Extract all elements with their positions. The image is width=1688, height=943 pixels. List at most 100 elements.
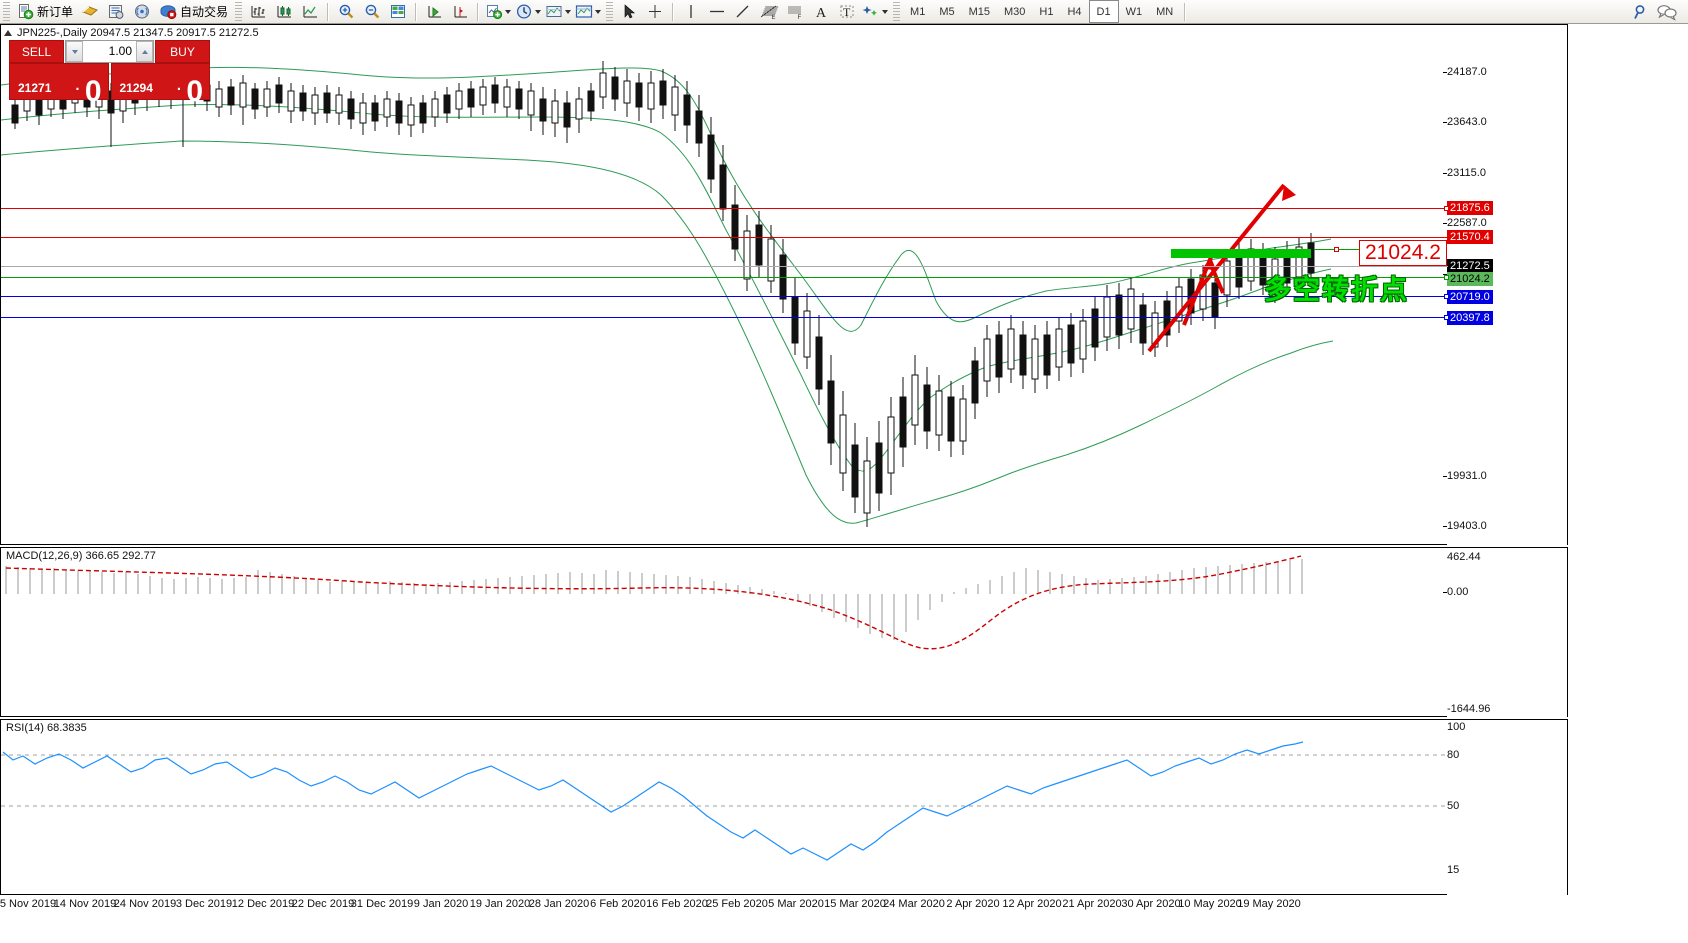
data-window-icon[interactable] [103, 1, 129, 22]
rsi-plot [1, 741, 1448, 861]
vline-icon[interactable] [678, 1, 704, 22]
level-line-21570[interactable] [1, 237, 1448, 238]
templates-icon[interactable] [543, 1, 573, 22]
chart-area[interactable]: 21024.2 多空转折点 24187.0 23643.0 23115.0 22… [0, 24, 1568, 943]
cursor-icon[interactable] [616, 1, 642, 22]
bar-chart-icon[interactable] [245, 1, 271, 22]
search-icon[interactable] [1628, 1, 1654, 22]
buy-price-box[interactable]: 21294 . 0 [110, 63, 210, 107]
price-tick: 19931.0 [1447, 470, 1487, 482]
timeframe-mn[interactable]: MN [1156, 5, 1174, 18]
channel-icon[interactable]: F [782, 1, 808, 22]
buy-price-dot: . [176, 77, 181, 94]
timeframe-m30[interactable]: M30 [1004, 5, 1026, 18]
price-annotation-box[interactable]: 21024.2 [1359, 240, 1447, 266]
timeframe-d1[interactable]: D1 [1088, 0, 1119, 23]
toolbar-grip-3[interactable] [606, 2, 614, 21]
hline-icon[interactable] [704, 1, 730, 22]
one-click-trading-panel[interactable]: SELL 1.00 BUY 21271 . 0 21294 . 0 [9, 40, 210, 107]
zoom-in-icon[interactable] [333, 1, 359, 22]
label-icon[interactable]: T [834, 1, 860, 22]
level-anchor-20397[interactable] [1444, 315, 1449, 320]
shapes-icon[interactable] [860, 1, 890, 22]
fibo-icon[interactable]: E [756, 1, 782, 22]
timeframe-m15[interactable]: M15 [968, 5, 990, 18]
price-label-20397[interactable]: 20397.8 [1447, 311, 1493, 325]
crosshair-icon[interactable] [642, 1, 668, 22]
level-line-21272[interactable] [1, 266, 1448, 267]
price-tick: 23115.0 [1447, 167, 1486, 179]
timeframe-m1[interactable]: M1 [910, 5, 926, 18]
level-anchor-21024[interactable] [1444, 275, 1449, 280]
level-line-20397[interactable] [1, 317, 1448, 318]
volume-decrease-button[interactable] [66, 41, 83, 62]
macd-plot [5, 555, 1303, 650]
macd-tick: -1644.96 [1447, 703, 1491, 715]
text-icon[interactable]: A [808, 1, 834, 22]
level-line-21024[interactable] [1, 277, 1448, 278]
candlestick-chart-icon[interactable] [271, 1, 297, 22]
volume-increase-button[interactable] [136, 41, 153, 62]
grid-icon[interactable] [385, 1, 411, 22]
toolbar-grip-2[interactable] [235, 2, 243, 21]
toolbar-separator-4 [672, 2, 675, 21]
time-tick: 9 Jan 2020 [413, 898, 469, 910]
add-indicator-icon[interactable] [483, 1, 513, 22]
level-anchor-20719[interactable] [1444, 294, 1449, 299]
svg-text:A: A [816, 6, 827, 20]
templates-icon-2[interactable] [573, 1, 603, 22]
timeframe-w1[interactable]: W1 [1125, 5, 1143, 18]
new-order-button[interactable]: 新订单 [13, 1, 77, 22]
chevron-down-icon[interactable] [565, 9, 572, 14]
chevron-down-icon[interactable] [505, 9, 512, 14]
auto-scroll-icon[interactable] [421, 1, 447, 22]
chinese-annotation[interactable]: 多空转折点 [1264, 275, 1409, 306]
timeframe-h4[interactable]: H4 [1067, 5, 1082, 18]
time-tick: 21 Apr 2020 [1062, 898, 1122, 910]
period-icon[interactable] [513, 1, 543, 22]
collapse-icon[interactable] [4, 30, 12, 36]
timeframe-m5[interactable]: M5 [939, 5, 955, 18]
chevron-down-icon[interactable] [535, 9, 542, 14]
volume-stepper[interactable]: 1.00 [65, 40, 154, 63]
autotrading-label: 自动交易 [180, 5, 229, 19]
svg-text:F: F [798, 15, 802, 20]
line-chart-icon[interactable] [297, 1, 323, 22]
price-label-21272[interactable]: 21272.5 [1447, 259, 1493, 273]
macd-panel[interactable]: MACD(12,26,9) 366.65 292.77 [0, 547, 1568, 943]
sell-button[interactable]: SELL [9, 40, 64, 63]
sell-price-box[interactable]: 21271 . 0 [9, 63, 109, 107]
price-plot [0, 61, 1334, 527]
rsi-tick: 15 [1447, 864, 1460, 876]
price-label-21024[interactable]: 21024.2 [1447, 272, 1493, 286]
trendline-icon[interactable] [730, 1, 756, 22]
chat-icon[interactable] [1654, 1, 1680, 22]
price-label-20719[interactable]: 20719.0 [1447, 290, 1493, 304]
symbol-header: JPN225-,Daily 20947.5 21347.5 20917.5 21… [4, 27, 259, 39]
green-zone-annotation[interactable] [1171, 249, 1311, 258]
chevron-up-icon [141, 49, 148, 54]
new-order-label: 新订单 [37, 5, 74, 19]
chevron-down-icon[interactable] [595, 9, 602, 14]
signals-icon[interactable] [129, 1, 155, 22]
level-line-20719[interactable] [1, 296, 1448, 297]
buy-button[interactable]: BUY [155, 40, 210, 63]
autotrading-button[interactable]: 自动交易 [155, 1, 232, 22]
chevron-down-icon[interactable] [882, 9, 889, 14]
level-anchor-21875[interactable] [1444, 206, 1449, 211]
timeframe-h1[interactable]: H1 [1039, 5, 1054, 18]
price-label-21875[interactable]: 21875.6 [1447, 201, 1493, 215]
volume-input[interactable]: 1.00 [108, 44, 132, 58]
zoom-out-icon[interactable] [359, 1, 385, 22]
price-panel[interactable]: 21024.2 多空转折点 24187.0 23643.0 23115.0 22… [0, 24, 1568, 918]
toolbar-grip-4[interactable] [893, 2, 901, 21]
price-label-21570[interactable]: 21570.4 [1447, 230, 1493, 244]
annotation-anchor[interactable] [1334, 247, 1339, 252]
level-line-21875[interactable] [1, 208, 1448, 209]
expert-advisors-icon[interactable] [77, 1, 103, 22]
chart-shift-icon[interactable] [447, 1, 473, 22]
toolbar-grip[interactable] [3, 2, 10, 21]
time-tick: 22 Dec 2019 [291, 898, 355, 910]
time-scale[interactable]: 5 Nov 2019 14 Nov 2019 24 Nov 2019 3 Dec… [0, 896, 1568, 917]
rsi-panel[interactable]: RSI(14) 68.3835 100 80 50 15 [0, 719, 1568, 943]
